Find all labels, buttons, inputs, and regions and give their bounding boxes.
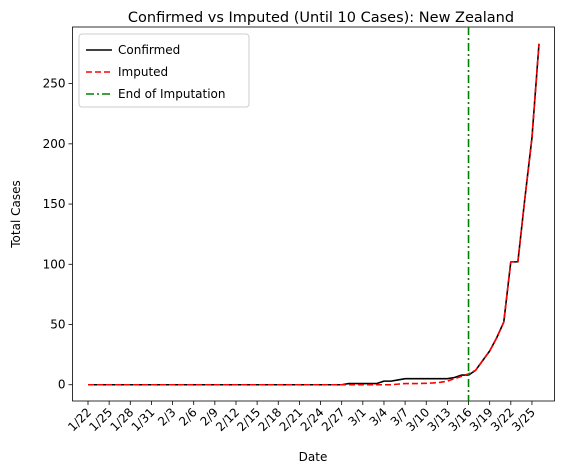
x-axis-label: Date — [299, 450, 328, 464]
x-tick-label: 1/31 — [129, 405, 158, 434]
y-tick-label: 50 — [50, 318, 65, 332]
y-tick-label: 100 — [43, 257, 66, 271]
x-tick-label: 2/6 — [176, 405, 200, 429]
y-tick-label: 0 — [58, 378, 66, 392]
y-tick-label: 150 — [43, 197, 66, 211]
chart-title: Confirmed vs Imputed (Until 10 Cases): N… — [128, 10, 514, 26]
legend-label: Confirmed — [118, 43, 180, 57]
legend-box — [78, 33, 250, 108]
series-line-imputed — [88, 43, 540, 386]
y-tick-label: 250 — [43, 77, 66, 91]
x-tick-label: 3/1 — [345, 405, 369, 429]
x-tick-label: 3/25 — [509, 405, 538, 434]
x-axis: 1/221/251/281/312/32/62/92/122/152/182/2… — [65, 401, 538, 434]
y-tick-label: 200 — [43, 137, 66, 151]
plot-lines — [88, 27, 540, 401]
x-tick-label: 3/4 — [367, 405, 391, 429]
y-axis: 0 50 100 150 200 250 — [43, 77, 73, 392]
legend: Confirmed Imputed End of Imputation — [78, 33, 250, 108]
y-axis-label: Total Cases — [9, 180, 23, 248]
x-tick-label: 2/27 — [319, 405, 348, 434]
x-tick-label: 2/3 — [155, 405, 179, 429]
legend-label: End of Imputation — [118, 87, 226, 101]
plot-area — [72, 26, 555, 402]
legend-label: Imputed — [118, 65, 168, 79]
